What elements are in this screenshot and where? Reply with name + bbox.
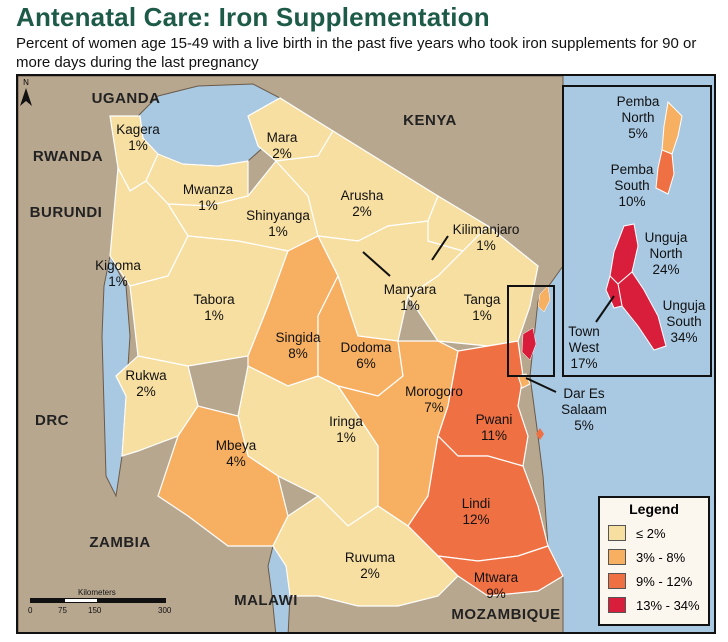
country-label-drc: DRC [35,412,69,429]
legend-item: 9% - 12% [608,573,708,589]
country-label-rwanda: RWANDA [32,148,104,165]
region-label-shinyanga: Shinyanga 1% [246,208,310,239]
region-label-kagera: Kagera 1% [116,122,160,153]
legend-swatch [608,525,626,541]
region-label-mbeya: Mbeya 4% [215,438,257,469]
region-label-pemba-north: Pemba North 5% [616,94,660,141]
scale-tick: 300 [158,606,172,615]
region-label-singida: Singida 8% [275,330,321,361]
legend-swatch [608,573,626,589]
region-label-mtwara: Mtwara 9% [473,570,519,601]
region-mtwara[interactable] [436,545,564,597]
region-label-kigoma: Kigoma 1% [95,258,141,289]
legend-item: ≤ 2% [608,525,708,541]
region-label-tabora: Tabora 1% [193,292,235,323]
legend-label: 3% - 8% [636,549,686,565]
country-label-kenya: KENYA [403,112,457,129]
country-label-burundi: BURUNDI [29,204,103,221]
leader-lines [362,235,615,393]
country-label-mozambique: MOZAMBIQUE [451,606,561,623]
country-label-zambia: ZAMBIA [89,534,151,551]
inset-zanzibar [562,85,712,377]
region-unguja-south[interactable] [617,271,667,351]
region-label-pwani: Pwani 11% [475,412,513,443]
legend-label: ≤ 2% [636,525,666,541]
scale-tick: 150 [88,606,102,615]
country-label-uganda: UGANDA [91,90,161,107]
region-label-kilimanjaro: Kilimanjaro 1% [452,222,520,253]
north-arrow-icon: N [20,78,32,106]
legend-label: 9% - 12% [636,573,693,589]
region-label-unguja-north: Unguja North 24% [644,230,688,277]
region-label-manyara: Manyara 1% [383,282,437,313]
scale-tick: 0 [28,606,33,615]
legend-label: 13% - 34% [636,597,700,613]
region-label-mara: Mara 2% [266,130,298,161]
region-label-tanga: Tanga 1% [463,292,501,323]
region-label-pemba-south: Pemba South 10% [610,162,654,209]
inset-marker [507,285,555,377]
legend: Legend ≤ 2% 3% - 8% 9% - 12% 13% - 34% [598,496,710,626]
tanzania-map [18,76,714,632]
region-label-dar-es-salaam: Dar Es Salaam 5% [561,386,607,433]
region-label-lindi: Lindi 12% [461,496,491,527]
region-label-dodoma: Dodoma 6% [340,340,392,371]
region-label-morogoro: Morogoro 7% [405,384,463,415]
legend-item: 3% - 8% [608,549,708,565]
region-pwani[interactable] [437,340,529,467]
map-frame: N UGANDA KENYA RWANDA BURUNDI DRC ZAMBIA… [16,74,716,634]
page-title: Antenatal Care: Iron Supplementation [16,2,490,32]
region-label-iringa: Iringa 1% [329,414,363,445]
scale-bar: Kilometers 0 75 150 300 [26,588,176,620]
svg-text:N: N [23,78,29,87]
region-label-unguja-south: Unguja South 34% [662,298,706,345]
region-label-arusha: Arusha 2% [340,188,384,219]
country-label-malawi: MALAWI [234,592,298,609]
regions [109,97,564,607]
region-pemba-south[interactable] [655,149,675,195]
scale-title: Kilometers [78,588,116,597]
legend-swatch [608,549,626,565]
region-label-rukwa: Rukwa 2% [125,368,167,399]
legend-swatch [608,597,626,613]
region-label-ruvuma: Ruvuma 2% [344,550,396,581]
legend-item: 13% - 34% [608,597,708,613]
scale-tick: 75 [58,606,67,615]
islands-small [521,285,551,361]
page-subtitle: Percent of women age 15-49 with a live b… [16,35,697,71]
mafia-island [536,428,544,440]
region-town-west[interactable] [605,275,623,309]
region-label-town-west: Town West 17% [568,324,600,371]
region-label-mwanza: Mwanza 1% [182,182,234,213]
legend-title: Legend [629,501,679,517]
